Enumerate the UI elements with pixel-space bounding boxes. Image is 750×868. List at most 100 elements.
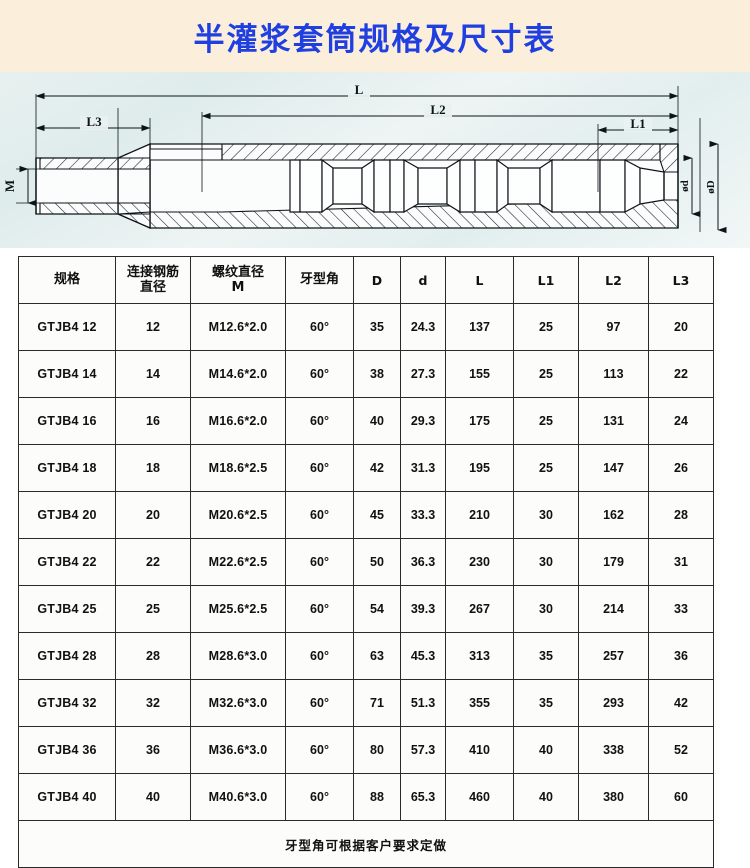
cell-L2: 293 — [578, 679, 649, 727]
dimension-od: ød — [679, 154, 701, 218]
dimension-label-M: M — [2, 180, 17, 192]
col-header-rebar-line1: 连接钢筋 — [126, 264, 179, 280]
cell-d: 29.3 — [400, 397, 446, 445]
cell-rebar: 36 — [115, 726, 191, 774]
col-header-angle-line1: 牙型角 — [299, 272, 339, 288]
cell-L1: 25 — [513, 397, 579, 445]
cell-rebar: 20 — [115, 491, 191, 539]
dimension-L: L — [35, 82, 679, 100]
cell-angle: 60° — [285, 585, 354, 633]
cell-rebar: 25 — [115, 585, 191, 633]
cell-L2: 179 — [578, 538, 649, 586]
cell-rebar: 28 — [115, 632, 191, 680]
col-header-rebar-diameter: 连接钢筋 直径 — [115, 256, 191, 304]
cell-L2: 380 — [578, 773, 649, 821]
cell-d: 45.3 — [400, 632, 446, 680]
table-row: GTJB4 16 16 M16.6*2.0 60° 40 29.3 175 25… — [18, 397, 714, 445]
cell-angle: 60° — [285, 773, 354, 821]
cell-angle: 60° — [285, 679, 354, 727]
cell-L1: 35 — [513, 679, 579, 727]
cell-L2: 338 — [578, 726, 649, 774]
cell-L3: 31 — [648, 538, 714, 586]
title-banner: 半灌浆套筒规格及尺寸表 — [0, 0, 750, 72]
cell-L2: 257 — [578, 632, 649, 680]
cell-spec: GTJB4 25 — [18, 585, 116, 633]
dimension-M: M — [2, 165, 40, 207]
cell-L2: 214 — [578, 585, 649, 633]
cell-L: 230 — [445, 538, 514, 586]
cell-thread: M20.6*2.5 — [190, 491, 286, 539]
dimension-label-L3: L3 — [86, 114, 102, 129]
cell-L1: 35 — [513, 632, 579, 680]
cell-D: 40 — [353, 397, 401, 445]
cell-L3: 33 — [648, 585, 714, 633]
table-footer-row: 牙型角可根据客户要求定做 — [18, 820, 714, 868]
cell-angle: 60° — [285, 397, 354, 445]
cell-L: 137 — [445, 303, 514, 351]
cell-thread: M32.6*3.0 — [190, 679, 286, 727]
dimension-label-od: ød — [679, 180, 691, 192]
table-row: GTJB4 36 36 M36.6*3.0 60° 80 57.3 410 40… — [18, 726, 714, 774]
cell-thread: M36.6*3.0 — [190, 726, 286, 774]
cell-angle: 60° — [285, 350, 354, 398]
cell-L: 313 — [445, 632, 514, 680]
col-header-L2: L2 — [578, 256, 649, 304]
footer-note: 牙型角可根据客户要求定做 — [18, 820, 714, 868]
dimension-L2: L2 — [201, 102, 679, 120]
cell-spec: GTJB4 40 — [18, 773, 116, 821]
cell-d: 65.3 — [400, 773, 446, 821]
cell-D: 50 — [353, 538, 401, 586]
cell-spec: GTJB4 20 — [18, 491, 116, 539]
sleeve-drawing-svg: L L2 L3 L1 — [2, 82, 727, 234]
cell-d: 36.3 — [400, 538, 446, 586]
dimension-label-L1: L1 — [630, 116, 645, 131]
table-row: GTJB4 18 18 M18.6*2.5 60° 42 31.3 195 25… — [18, 444, 714, 492]
cell-angle: 60° — [285, 726, 354, 774]
spec-table: 规格 连接钢筋 直径 螺纹直径 M 牙型角 D d L L1 L2 L3 — [18, 256, 714, 868]
cell-rebar: 22 — [115, 538, 191, 586]
cell-d: 33.3 — [400, 491, 446, 539]
cell-d: 39.3 — [400, 585, 446, 633]
cell-L3: 36 — [648, 632, 714, 680]
cell-d: 27.3 — [400, 350, 446, 398]
cell-L2: 113 — [578, 350, 649, 398]
cell-rebar: 16 — [115, 397, 191, 445]
cell-D: 63 — [353, 632, 401, 680]
cell-d: 57.3 — [400, 726, 446, 774]
cell-spec: GTJB4 16 — [18, 397, 116, 445]
col-header-d: d — [400, 256, 446, 304]
page-title: 半灌浆套筒规格及尺寸表 — [193, 21, 557, 58]
cell-L: 155 — [445, 350, 514, 398]
col-header-D: D — [353, 256, 401, 304]
cell-L1: 25 — [513, 350, 579, 398]
cell-spec: GTJB4 32 — [18, 679, 116, 727]
cell-thread: M28.6*3.0 — [190, 632, 286, 680]
col-header-tooth-angle: 牙型角 — [285, 256, 354, 304]
cell-d: 24.3 — [400, 303, 446, 351]
dimension-label-L2: L2 — [430, 102, 445, 117]
col-header-L1: L1 — [513, 256, 579, 304]
cell-D: 45 — [353, 491, 401, 539]
cell-rebar: 14 — [115, 350, 191, 398]
cell-angle: 60° — [285, 632, 354, 680]
cell-L1: 25 — [513, 444, 579, 492]
cell-spec: GTJB4 18 — [18, 444, 116, 492]
cell-angle: 60° — [285, 491, 354, 539]
cell-rebar: 32 — [115, 679, 191, 727]
table-row: GTJB4 22 22 M22.6*2.5 60° 50 36.3 230 30… — [18, 538, 714, 586]
cell-d: 31.3 — [400, 444, 446, 492]
cell-L3: 52 — [648, 726, 714, 774]
cell-L: 410 — [445, 726, 514, 774]
cell-thread: M14.6*2.0 — [190, 350, 286, 398]
cell-D: 38 — [353, 350, 401, 398]
col-header-spec: 规格 — [18, 256, 116, 304]
table-body: GTJB4 12 12 M12.6*2.0 60° 35 24.3 137 25… — [18, 303, 714, 868]
cell-thread: M40.6*3.0 — [190, 773, 286, 821]
cell-spec: GTJB4 12 — [18, 303, 116, 351]
cell-D: 35 — [353, 303, 401, 351]
cell-L1: 30 — [513, 538, 579, 586]
cell-angle: 60° — [285, 538, 354, 586]
cell-L: 210 — [445, 491, 514, 539]
cell-rebar: 40 — [115, 773, 191, 821]
dimension-oD: øD — [705, 140, 727, 234]
